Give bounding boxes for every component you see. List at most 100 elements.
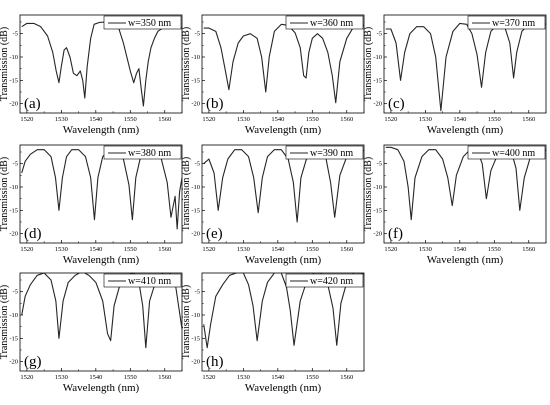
x-tick-label: 1540: [453, 116, 466, 123]
x-tick-label: 1550: [124, 374, 137, 381]
x-tick-label: 1530: [237, 374, 250, 381]
y-tick-label: -5: [13, 289, 18, 296]
panel-c: -5 -10 -15 -20 1520 1530 1540 1550 1560 w=370 nm (…: [363, 14, 547, 136]
x-tick-label: 1550: [488, 116, 501, 123]
x-tick-label: 1520: [202, 116, 215, 123]
panel-g: -5 -10 -15 -20 1520 1530 1540 1550 1560 w=410 nm (…: [0, 272, 183, 394]
y-tick-label: -20: [373, 231, 382, 238]
y-tick-label: -10: [9, 54, 18, 61]
transmission-curve: [203, 273, 364, 349]
y-tick-label: -10: [9, 312, 18, 319]
legend-box: [467, 15, 546, 30]
x-axis-label: Wavelength (nm): [63, 124, 140, 136]
panel-label: (d): [24, 226, 42, 242]
panel-d: -5 -10 -15 -20 1520 1530 1540 1550 1560 w=380 nm (…: [0, 144, 183, 266]
y-tick-label: -5: [13, 31, 18, 38]
x-tick-label: 1530: [237, 246, 250, 253]
y-tick-label: -15: [9, 207, 18, 214]
legend-label: w=400 nm: [492, 148, 535, 159]
x-tick-label: 1530: [237, 116, 250, 123]
x-tick-label: 1560: [158, 246, 171, 253]
legend-box: [103, 145, 182, 160]
x-tick-label: 1560: [158, 116, 171, 123]
plot-frame: [19, 14, 183, 114]
x-tick-label: 1540: [271, 116, 284, 123]
plot-frame: [201, 14, 365, 114]
legend: w=390 nm: [285, 145, 364, 160]
y-tick-label: -10: [191, 54, 200, 61]
y-tick-label: -10: [373, 184, 382, 191]
x-tick-label: 1520: [20, 116, 33, 123]
y-tick-label: -20: [191, 101, 200, 108]
y-tick-label: -15: [9, 77, 18, 84]
y-tick-label: -20: [9, 359, 18, 366]
plot-frame: [201, 272, 365, 372]
x-tick-label: 1530: [55, 116, 68, 123]
y-tick-label: -5: [195, 161, 200, 168]
x-tick-label: 1560: [340, 374, 353, 381]
x-axis-label: Wavelength (nm): [427, 124, 504, 136]
y-tick-label: -15: [191, 207, 200, 214]
panel-label: (g): [24, 354, 42, 370]
x-tick-label: 1550: [124, 116, 137, 123]
x-tick-label: 1560: [340, 116, 353, 123]
panel-label: (f): [388, 226, 403, 242]
transmission-curve: [385, 146, 546, 221]
x-tick-label: 1540: [271, 374, 284, 381]
x-axis-label: Wavelength (nm): [245, 382, 322, 394]
transmission-curve: [21, 21, 182, 107]
x-tick-label: 1550: [488, 246, 501, 253]
transmission-curve: [385, 22, 546, 112]
legend-box: [285, 15, 364, 30]
panel-b: -5 -10 -15 -20 1520 1530 1540 1550 1560 w=360 nm (…: [181, 14, 365, 136]
x-axis-label: Wavelength (nm): [245, 124, 322, 136]
legend: w=420 nm: [285, 273, 364, 288]
y-tick-label: -10: [9, 184, 18, 191]
legend-box: [103, 273, 182, 288]
x-tick-label: 1520: [384, 246, 397, 253]
y-tick-label: -10: [191, 312, 200, 319]
y-axis-label: Transmission (dB): [181, 157, 192, 231]
x-tick-label: 1550: [306, 374, 319, 381]
y-axis-label: Transmission (dB): [181, 285, 192, 359]
legend: w=400 nm: [467, 145, 546, 160]
x-tick-label: 1530: [55, 374, 68, 381]
legend-box: [285, 145, 364, 160]
y-tick-label: -20: [9, 231, 18, 238]
x-tick-label: 1540: [89, 246, 102, 253]
x-tick-label: 1530: [55, 246, 68, 253]
y-axis-label: Transmission (dB): [0, 27, 10, 101]
y-tick-label: -5: [13, 161, 18, 168]
panel-f: -5 -10 -15 -20 1520 1530 1540 1550 1560 w=400 nm (…: [363, 144, 547, 266]
plot-frame: [383, 144, 547, 244]
panel-label: (e): [206, 226, 223, 242]
y-axis-label: Transmission (dB): [0, 285, 10, 359]
x-tick-label: 1560: [522, 116, 535, 123]
x-tick-label: 1520: [20, 246, 33, 253]
legend-label: w=380 nm: [128, 148, 171, 159]
x-tick-label: 1560: [522, 246, 535, 253]
y-tick-label: -15: [191, 335, 200, 342]
x-tick-label: 1520: [20, 374, 33, 381]
y-tick-label: -10: [373, 54, 382, 61]
y-tick-label: -5: [377, 31, 382, 38]
y-tick-label: -20: [373, 101, 382, 108]
x-tick-label: 1530: [419, 246, 432, 253]
legend-label: w=410 nm: [128, 276, 171, 287]
legend: w=350 nm: [103, 15, 182, 30]
y-tick-label: -20: [191, 359, 200, 366]
x-axis-label: Wavelength (nm): [245, 254, 322, 266]
legend: w=410 nm: [103, 273, 182, 288]
plot-frame: [383, 14, 547, 114]
x-axis-label: Wavelength (nm): [63, 254, 140, 266]
panel-label: (a): [24, 96, 41, 112]
legend-label: w=390 nm: [310, 148, 353, 159]
x-axis-label: Wavelength (nm): [63, 382, 140, 394]
y-axis-label: Transmission (dB): [363, 157, 374, 231]
y-tick-label: -15: [373, 207, 382, 214]
y-tick-label: -20: [9, 101, 18, 108]
legend-box: [467, 145, 546, 160]
panel-label: (h): [206, 354, 224, 370]
transmission-curve: [203, 149, 364, 223]
